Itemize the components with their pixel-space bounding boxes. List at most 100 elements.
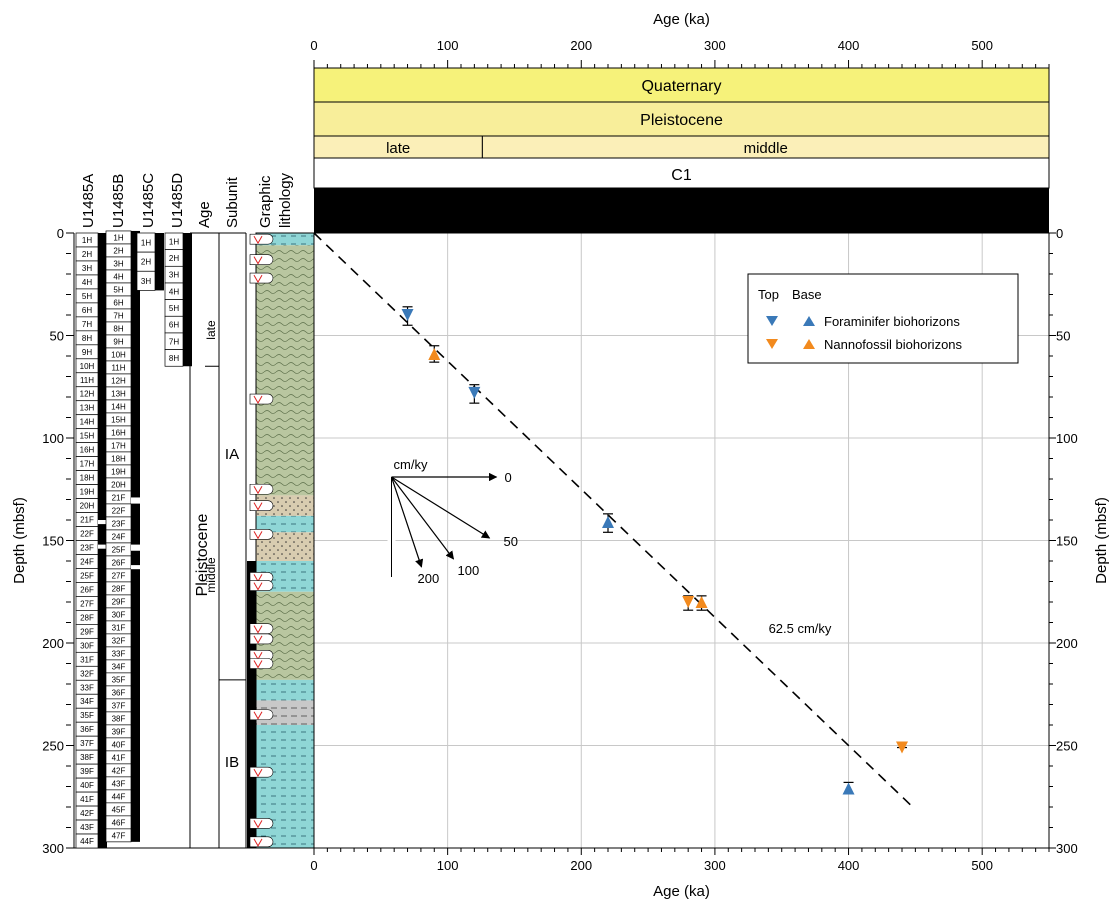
u1485b-core-label: 44F	[112, 792, 126, 801]
datapoint-top	[468, 386, 481, 399]
u1485c-core	[136, 270, 156, 291]
u1485d-recovery	[183, 233, 192, 367]
u1485d-core-label: 1H	[169, 237, 179, 246]
u1485a-core-label: 3H	[82, 264, 92, 273]
rate-key-label: 200	[418, 571, 440, 586]
u1485b-gap	[131, 497, 140, 504]
u1485b-gap	[131, 544, 140, 551]
u1485a-core-label: 14H	[80, 418, 95, 427]
u1485c-recovery	[155, 233, 164, 291]
top-tick-label: 200	[570, 38, 592, 53]
ash-layer-symbol	[249, 233, 274, 245]
top-tick-label: 0	[310, 38, 317, 53]
u1485b-core-label: 6H	[113, 298, 123, 307]
right-tick-label: 250	[1056, 739, 1078, 754]
ash-v-icon	[253, 395, 263, 405]
rate-key-label: 50	[504, 534, 518, 549]
u1485b-core-label: 32F	[112, 636, 126, 645]
chron-label: C1	[671, 167, 692, 184]
ash-layer-symbol	[249, 818, 274, 829]
u1485b-core-label: 3H	[113, 259, 123, 268]
pleistocene-bar	[313, 101, 1050, 137]
top-tick-label: 100	[437, 38, 459, 53]
ash-layer-symbol	[249, 500, 274, 511]
u1485b-core-label: 10H	[111, 350, 126, 359]
u1485d-core-label: 4H	[169, 287, 179, 296]
column-header-graphic: Graphic	[257, 175, 274, 228]
u1485b-core-label: 1H	[113, 233, 123, 242]
ash-v-icon	[253, 660, 263, 669]
rate-key-title: cm/ky	[394, 457, 428, 472]
ash-v-icon	[253, 502, 263, 511]
column-header-lithology: lithology	[277, 172, 294, 228]
u1485b-core-label: 20H	[111, 480, 126, 489]
u1485a-core-label: 11H	[80, 376, 94, 385]
u1485b-core-label: 21F	[112, 493, 126, 502]
u1485a-core-label: 41F	[80, 795, 94, 804]
u1485b-core-label: 4H	[113, 272, 123, 281]
u1485a-core-label: 27F	[80, 599, 94, 608]
ash-layer-symbol	[249, 836, 274, 848]
ash-v-icon	[253, 625, 263, 634]
bottom-tick-label: 400	[838, 858, 860, 873]
u1485a-core-label: 28F	[80, 613, 94, 622]
lithology-layer	[256, 245, 314, 496]
u1485a-core-label: 4H	[82, 278, 92, 287]
subseries-label-late: late	[386, 140, 410, 157]
u1485a-core-label: 30F	[80, 641, 94, 650]
chron-bar	[313, 157, 1050, 189]
ash-layer-symbol	[249, 529, 274, 540]
top-tick-label: 500	[971, 38, 993, 53]
u1485b-core-label: 26F	[112, 558, 126, 567]
legend-base-marker	[803, 316, 815, 326]
u1485a-core-label: 12H	[80, 390, 95, 399]
u1485a-core-label: 34F	[80, 697, 94, 706]
bottom-axis-title: Age (ka)	[653, 883, 710, 900]
lithology-bar	[247, 561, 256, 848]
u1485a-core-label: 8H	[82, 334, 92, 343]
u1485b-core-label: 19H	[111, 467, 126, 476]
u1485a-core-label: 22F	[80, 530, 94, 539]
u1485b-core-label: 18H	[111, 454, 126, 463]
sed-rate-line	[313, 232, 914, 808]
quaternary-bar	[313, 67, 1050, 103]
u1485a-core-label: 6H	[82, 306, 92, 315]
legend-base-marker	[803, 339, 815, 349]
top-axis-title: Age (ka)	[653, 11, 710, 28]
u1485a-core-label: 21F	[80, 516, 94, 525]
u1485d-core-label: 3H	[169, 271, 179, 280]
lithology-layer	[256, 495, 314, 516]
u1485a-core-label: 25F	[80, 571, 94, 580]
legend-top-header: Top	[758, 287, 779, 302]
right-tick-label: 150	[1056, 534, 1078, 549]
u1485a-core-label: 19H	[80, 488, 95, 497]
ash-v-icon	[253, 486, 263, 495]
u1485b-core-label: 45F	[112, 805, 126, 814]
age-late-label: late	[204, 320, 218, 340]
bottom-tick-label: 100	[437, 858, 459, 873]
u1485b-core-label: 7H	[113, 311, 123, 320]
u1485a-core-label: 32F	[80, 669, 94, 678]
u1485a-core-label: 10H	[80, 362, 95, 371]
rate-key-ray	[391, 476, 491, 539]
right-axis-title: Depth (mbsf)	[1093, 497, 1110, 584]
left-tick-label: 50	[50, 329, 64, 344]
u1485c-core-label: 2H	[141, 258, 151, 267]
u1485a-core-label: 40F	[80, 781, 94, 790]
u1485a-recovery	[98, 233, 107, 848]
rate-key-label: 100	[458, 563, 480, 578]
u1485a-core-label: 31F	[80, 655, 94, 664]
u1485b-core-label: 46F	[112, 818, 126, 827]
subseries-label-middle: middle	[744, 140, 788, 157]
u1485b-core-label: 8H	[113, 324, 123, 333]
u1485a-core-label: 1H	[82, 236, 92, 245]
column-header-U1485B: U1485B	[110, 174, 127, 228]
ash-v-icon	[253, 838, 263, 847]
ash-v-icon	[253, 711, 263, 720]
left-tick-label: 300	[42, 841, 64, 856]
u1485d-core-label: 6H	[169, 321, 179, 330]
ash-v-icon	[253, 768, 263, 778]
u1485b-core-label: 9H	[113, 337, 123, 346]
polarity-bar	[314, 188, 1049, 233]
